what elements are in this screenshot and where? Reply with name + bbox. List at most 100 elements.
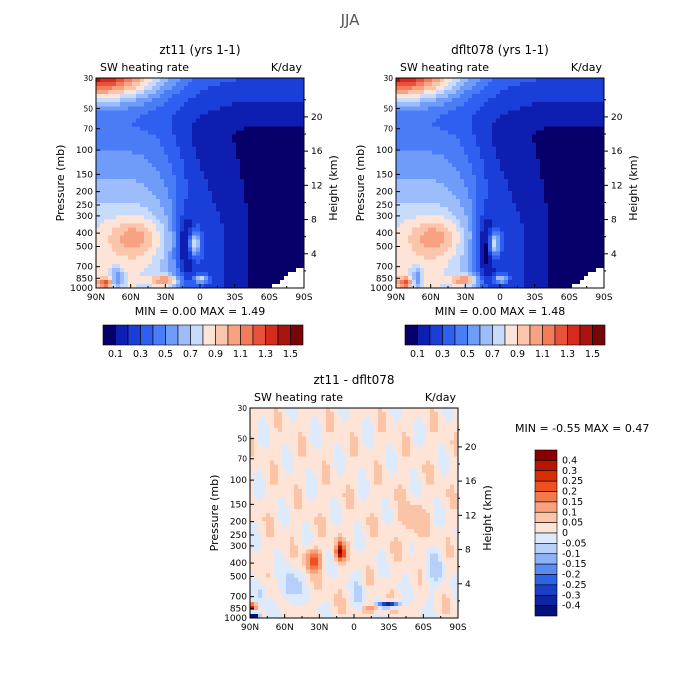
heatmap-cell [288, 98, 293, 103]
heatmap-cell [408, 174, 413, 180]
heatmap-cell [488, 178, 493, 184]
heatmap-cell [144, 223, 149, 229]
heatmap-cell [248, 94, 253, 99]
heatmap-cell [220, 170, 225, 176]
heatmap-cell [472, 255, 477, 261]
heatmap-cell [400, 170, 405, 176]
heatmap-cell [132, 191, 137, 196]
panel-subtitle-left: SW heating rate [100, 61, 189, 74]
heatmap-cell [296, 219, 301, 224]
heatmap-cell [140, 154, 145, 160]
heatmap-cell [460, 271, 465, 277]
heatmap-cell [476, 235, 481, 241]
heatmap-cell [516, 215, 521, 220]
heatmap-cell [132, 106, 137, 111]
heatmap-cell [244, 239, 249, 245]
heatmap-cell [452, 251, 457, 257]
heatmap-cell [480, 110, 485, 115]
heatmap-cell [276, 106, 281, 111]
heatmap-cell [272, 183, 277, 188]
heatmap-cell [220, 247, 225, 253]
heatmap-cell [200, 78, 205, 83]
heatmap-cell [152, 279, 157, 285]
heatmap-cell [496, 239, 501, 245]
heatmap-cell [196, 219, 201, 224]
heatmap-cell [140, 82, 145, 87]
heatmap-cell [420, 106, 425, 111]
heatmap-cell [508, 199, 513, 204]
heatmap-cell [220, 118, 225, 124]
heatmap-cell [432, 195, 437, 200]
panel-title: zt11 (yrs 1-1) [159, 43, 240, 57]
heatmap-cell [496, 106, 501, 111]
heatmap-cell [204, 174, 209, 180]
heatmap-cell [140, 134, 145, 140]
heatmap-cell [424, 183, 429, 188]
heatmap-cell [492, 267, 497, 273]
heatmap-cell [136, 227, 141, 233]
heatmap-cell [104, 195, 109, 200]
heatmap-cell [464, 82, 469, 87]
heatmap-cell [428, 130, 433, 136]
heatmap-cell [512, 158, 517, 164]
heatmap-cell [216, 207, 221, 212]
heatmap-cell [424, 259, 429, 265]
heatmap-cell [268, 178, 273, 184]
heatmap-cell [260, 94, 265, 99]
heatmap-cell [440, 199, 445, 204]
heatmap-cell [248, 162, 253, 168]
heatmap-cell [468, 126, 473, 132]
heatmap-cell [120, 263, 125, 269]
heatmap-cell [260, 219, 265, 224]
heatmap-cell [528, 283, 533, 289]
heatmap-cell [264, 174, 269, 180]
heatmap-cell [112, 251, 117, 257]
heatmap-cell [512, 82, 517, 87]
heatmap-cell [180, 166, 185, 172]
heatmap-cell [264, 94, 269, 99]
heatmap-cell [232, 211, 237, 216]
heatmap-cell [536, 86, 541, 91]
heatmap-cell [268, 90, 273, 95]
heatmap-cell [244, 183, 249, 188]
heatmap-cell [472, 174, 477, 180]
heatmap-cell [188, 263, 193, 269]
heatmap-cell [560, 146, 565, 152]
heatmap-cell [532, 247, 537, 253]
heatmap-cell [468, 130, 473, 136]
heatmap-cell [492, 215, 497, 220]
heatmap-cell [508, 227, 513, 233]
heatmap-cell [548, 178, 553, 184]
heatmap-cell [536, 98, 541, 103]
heatmap-cell [540, 118, 545, 124]
heatmap-cell [100, 154, 105, 160]
heatmap-cell [260, 203, 265, 208]
heatmap-cell [496, 207, 501, 212]
heatmap-cell [516, 199, 521, 204]
heatmap-cell [400, 138, 405, 144]
heatmap-cell [464, 219, 469, 224]
heatmap-cell [244, 98, 249, 103]
heatmap-cell [256, 263, 261, 269]
heatmap-cell [120, 154, 125, 160]
heatmap-cell [544, 150, 549, 156]
heatmap-cell [172, 227, 177, 233]
heatmap-cell [504, 239, 509, 245]
heatmap-cell [524, 227, 529, 233]
heatmap-cell [540, 102, 545, 107]
heatmap-cell [484, 267, 489, 273]
heatmap-cell [560, 134, 565, 140]
heatmap-cell [108, 114, 113, 119]
heatmap-cell [220, 183, 225, 188]
heatmap-cell [228, 231, 233, 237]
heatmap-cell [216, 259, 221, 265]
heatmap-cell [176, 106, 181, 111]
heatmap-cell [432, 146, 437, 152]
heatmap-cell [440, 170, 445, 176]
heatmap-cell [560, 219, 565, 224]
heatmap-cell [500, 259, 505, 265]
heatmap-cell [228, 251, 233, 257]
heatmap-cell [300, 150, 305, 156]
heatmap-cell [144, 118, 149, 124]
heatmap-cell [296, 118, 301, 124]
